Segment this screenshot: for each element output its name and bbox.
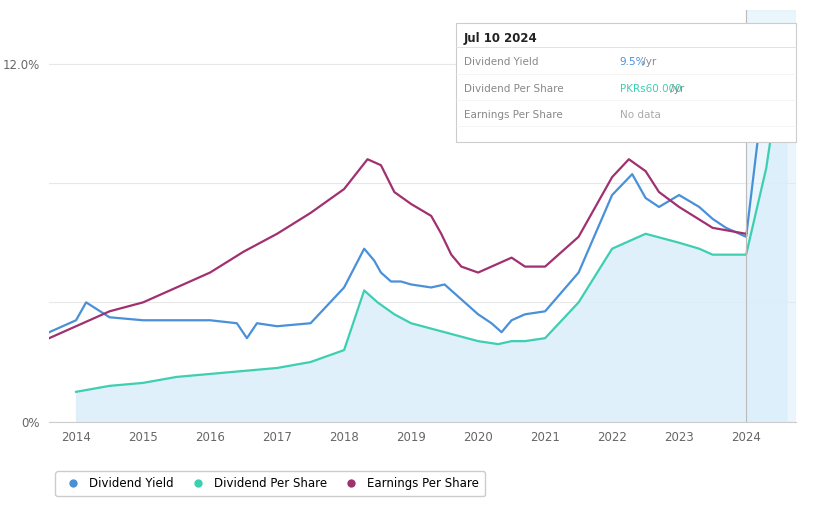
Text: 9.5%: 9.5%: [620, 57, 646, 68]
Text: Dividend Per Share: Dividend Per Share: [464, 84, 563, 94]
Text: Earnings Per Share: Earnings Per Share: [464, 110, 562, 120]
Legend: Dividend Yield, Dividend Per Share, Earnings Per Share: Dividend Yield, Dividend Per Share, Earn…: [55, 471, 485, 496]
Text: PKRs60.000: PKRs60.000: [620, 84, 681, 94]
Text: Past: Past: [748, 33, 770, 43]
Text: Dividend Yield: Dividend Yield: [464, 57, 539, 68]
Text: No data: No data: [620, 110, 661, 120]
Text: /yr: /yr: [667, 84, 685, 94]
Text: Jul 10 2024: Jul 10 2024: [464, 31, 538, 45]
Bar: [746, 10, 796, 422]
Text: /yr: /yr: [639, 57, 656, 68]
